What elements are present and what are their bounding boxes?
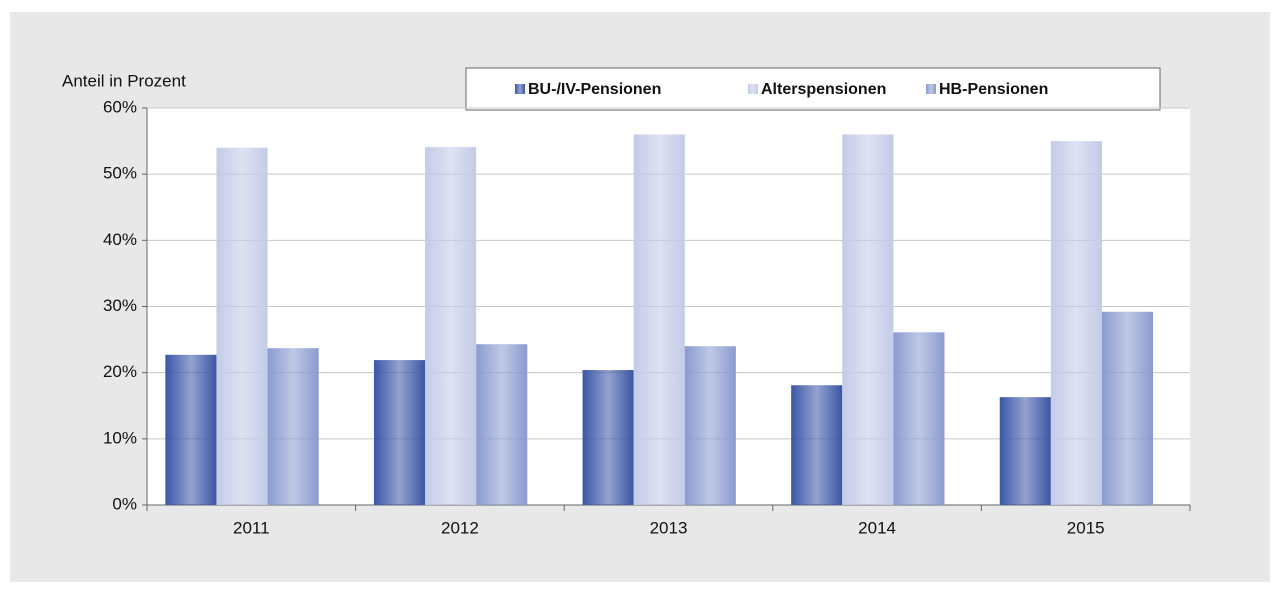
x-tick-label: 2012: [441, 518, 479, 537]
x-tick-label: 2015: [1067, 518, 1105, 537]
x-tick-label: 2011: [233, 518, 270, 537]
bar: [267, 348, 319, 505]
y-tick-label: 20%: [103, 362, 137, 381]
bar: [842, 134, 894, 505]
bar: [373, 360, 426, 505]
legend-swatch: [515, 84, 525, 94]
legend-swatch: [748, 84, 758, 94]
y-tick-label: 50%: [103, 164, 137, 183]
bar: [476, 344, 528, 505]
bar: [791, 385, 843, 505]
bar: [999, 397, 1051, 505]
y-tick-label: 40%: [103, 230, 137, 249]
bar: [633, 134, 685, 505]
y-axis-label: Anteil in Prozent: [62, 71, 186, 90]
bar: [1050, 141, 1102, 506]
bar: [1101, 311, 1154, 505]
y-tick-label: 30%: [103, 296, 137, 315]
legend: [465, 67, 1161, 111]
y-tick-label: 0%: [112, 494, 137, 513]
legend-label: Alterspensionen: [761, 81, 886, 98]
bar: [893, 332, 945, 505]
bar: [582, 370, 634, 505]
bar: [216, 147, 268, 505]
legend-swatch: [926, 84, 936, 94]
legend-label: BU-/IV-Pensionen: [528, 81, 661, 98]
x-tick-label: 2013: [650, 518, 688, 537]
bar: [425, 147, 477, 505]
y-tick-label: 60%: [103, 97, 137, 116]
bar: [684, 346, 736, 505]
y-tick-label: 10%: [103, 428, 137, 447]
legend-label: HB-Pensionen: [939, 81, 1048, 98]
bar: [165, 354, 217, 505]
x-tick-label: 2014: [858, 518, 896, 537]
